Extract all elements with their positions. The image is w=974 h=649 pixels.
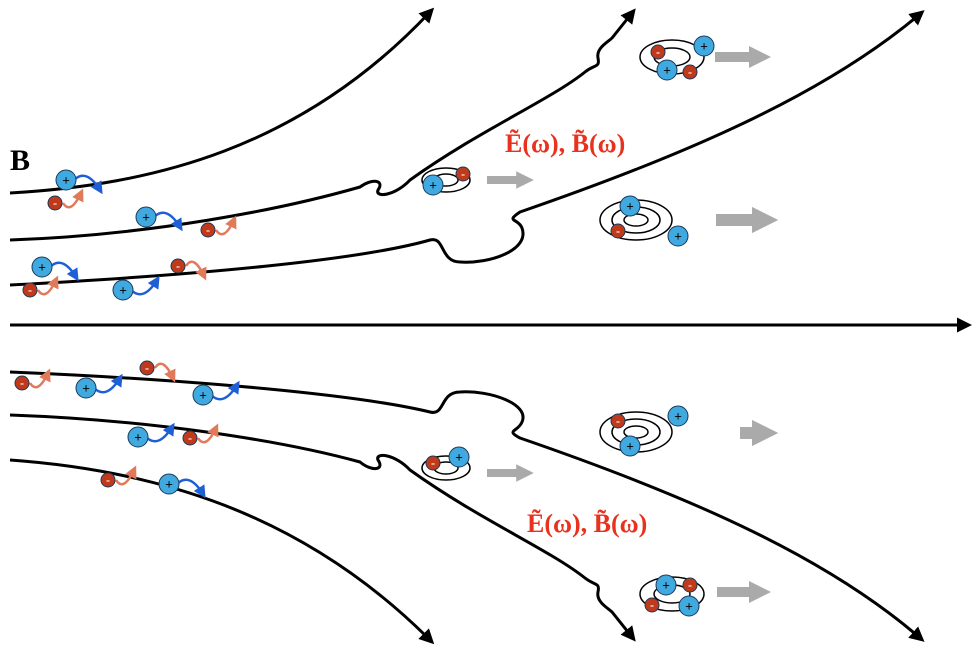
- gyration-arrow: [131, 280, 157, 294]
- charge-sign: +: [142, 210, 150, 225]
- field-label: B: [10, 144, 30, 177]
- gyration-arrow: [94, 378, 120, 392]
- charge-sign: +: [165, 477, 173, 492]
- charge-sign: +: [663, 63, 671, 78]
- charge-sign: +: [685, 599, 693, 614]
- gyration-arrow: [216, 220, 234, 234]
- field-line: [10, 460, 430, 640]
- charge-sign: -: [688, 65, 692, 80]
- charge-sign: -: [53, 196, 57, 211]
- gyration-arrow: [50, 263, 76, 277]
- wave-label: Ẽ(ω), B̃(ω): [505, 129, 625, 158]
- gyration-arrow: [146, 427, 172, 441]
- charge-sign: -: [461, 167, 465, 182]
- charge-sign: -: [616, 224, 620, 239]
- charge-sign: -: [688, 578, 692, 593]
- charge-sign: +: [38, 260, 46, 275]
- charge-sign: +: [662, 578, 670, 593]
- field-line: [10, 12, 430, 193]
- charge-sign: +: [82, 381, 90, 396]
- charge-sign: +: [62, 173, 70, 188]
- charge-sign: -: [20, 376, 24, 391]
- gyration-arrow: [155, 364, 173, 378]
- charge-sign: -: [656, 45, 660, 60]
- charge-sign: -: [28, 283, 32, 298]
- charge-sign: +: [199, 388, 207, 403]
- charge-sign: +: [455, 450, 463, 465]
- charge-sign: +: [429, 178, 437, 193]
- charge-sign: -: [206, 223, 210, 238]
- charge-sign: -: [650, 598, 654, 613]
- charge-sign: -: [145, 361, 149, 376]
- charge-sign: +: [119, 283, 127, 298]
- charge-sign: +: [674, 229, 682, 244]
- charge-sign: -: [616, 414, 620, 429]
- wave-label: Ẽ(ω), B̃(ω): [527, 509, 647, 538]
- field-line: [10, 14, 920, 285]
- charge-sign: +: [626, 439, 634, 454]
- charge-sign: -: [176, 259, 180, 274]
- charge-sign: +: [626, 199, 634, 214]
- diagram: B Ẽ(ω), B̃(ω) Ẽ(ω), B̃(ω) +-+-+-+--+-++-…: [0, 0, 974, 649]
- charge-sign: +: [134, 430, 142, 445]
- charge-sign: -: [188, 431, 192, 446]
- charge-sign: -: [106, 473, 110, 488]
- charge-sign: -: [431, 456, 435, 471]
- gyration-arrow: [30, 373, 48, 387]
- charge-sign: +: [674, 409, 682, 424]
- gyration-arrow: [63, 193, 81, 207]
- charge-sign: +: [700, 39, 708, 54]
